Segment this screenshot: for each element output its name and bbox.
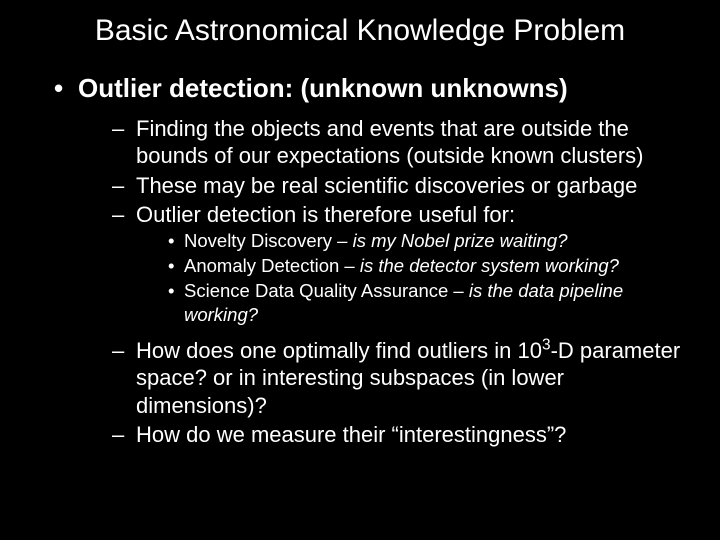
l3-label: Science Data Quality Assurance –	[184, 280, 469, 301]
l1-item: Outlier detection: (unknown unknowns) Fi…	[50, 72, 690, 449]
l2-item: How do we measure their “interestingness…	[108, 421, 690, 449]
bullet-level-1: Outlier detection: (unknown unknowns) Fi…	[30, 72, 690, 449]
l2-text: Outlier detection is therefore useful fo…	[136, 202, 515, 227]
l2-item: Outlier detection is therefore useful fo…	[108, 201, 690, 327]
l3-item: Anomaly Detection – is the detector syst…	[164, 254, 690, 278]
l3-emph: is the detector system working?	[360, 255, 619, 276]
l1-text: Outlier detection: (unknown unknowns)	[78, 73, 568, 103]
superscript: 3	[542, 336, 551, 353]
bullet-level-3: Novelty Discovery – is my Nobel prize wa…	[136, 229, 690, 327]
bullet-level-2a: Finding the objects and events that are …	[78, 115, 690, 449]
l3-label: Anomaly Detection –	[184, 255, 360, 276]
l2-item: How does one optimally find outliers in …	[108, 337, 690, 420]
slide-title: Basic Astronomical Knowledge Problem	[30, 14, 690, 48]
l2-item: Finding the objects and events that are …	[108, 115, 690, 170]
l2-item: These may be real scientific discoveries…	[108, 172, 690, 200]
l3-item: Novelty Discovery – is my Nobel prize wa…	[164, 229, 690, 253]
l3-item: Science Data Quality Assurance – is the …	[164, 279, 690, 327]
l3-label: Novelty Discovery –	[184, 230, 353, 251]
l2-text-pre: How does one optimally find outliers in …	[136, 338, 542, 363]
l3-emph: is my Nobel prize waiting?	[353, 230, 568, 251]
